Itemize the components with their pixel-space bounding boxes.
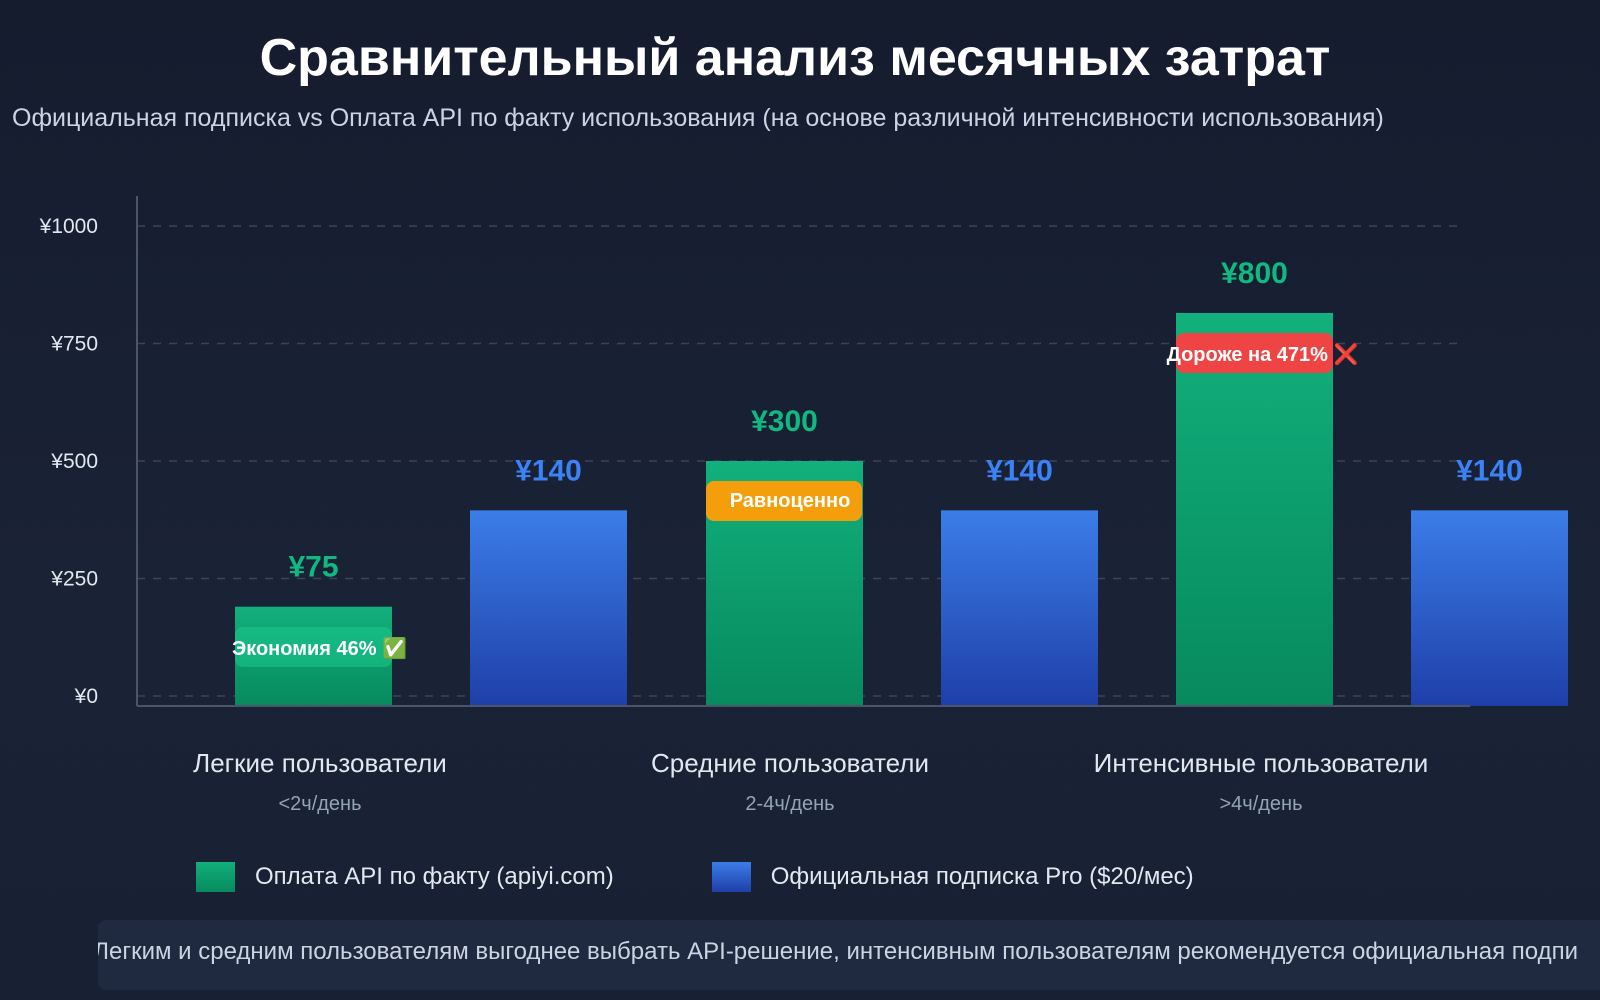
api-bar bbox=[1176, 312, 1333, 706]
data-label: ¥140 bbox=[515, 454, 582, 487]
annotation-badge: Равноценно bbox=[729, 490, 851, 512]
conclusion-text: я: Легким и средним пользователям выгодн… bbox=[98, 938, 1578, 965]
y-tick-label: ¥750 bbox=[50, 333, 98, 356]
y-tick-label: ¥500 bbox=[50, 450, 98, 473]
legend-label-subscription: Официальная подписка Pro ($20/мес) bbox=[770, 863, 1194, 890]
subscription-bar bbox=[1411, 510, 1568, 706]
subscription-bar bbox=[470, 510, 627, 706]
annotation-badge-bg bbox=[1176, 333, 1333, 373]
legend: Оплата API по факту (apiyi.com) Официаль… bbox=[196, 862, 1194, 892]
annotation-badge: Экономия 46% ✅ bbox=[231, 638, 408, 660]
legend-swatch-subscription bbox=[711, 862, 751, 892]
chart-subtitle: Официальная подписка vs Оплата API по фа… bbox=[12, 104, 1384, 132]
category-name: Средние пользователи bbox=[651, 748, 929, 778]
category-name: Интенсивные пользователи bbox=[1093, 748, 1429, 778]
category-label: Средние пользователи 2-4ч/день bbox=[651, 748, 929, 816]
category-label: Легкие пользователи <2ч/день bbox=[193, 748, 447, 816]
legend-label-api: Оплата API по факту (apiyi.com) bbox=[255, 863, 614, 890]
chart-title: Сравнительный анализ месячных затрат bbox=[259, 29, 1331, 87]
annotation-badge: Дороже на 471% ❌ bbox=[1166, 344, 1359, 366]
category-sublabel: >4ч/день bbox=[1219, 793, 1303, 815]
data-label: ¥140 bbox=[986, 454, 1053, 487]
data-label: ¥800 bbox=[1221, 257, 1288, 290]
data-label: ¥75 bbox=[288, 551, 338, 584]
category-label: Интенсивные пользователи >4ч/день bbox=[1094, 748, 1429, 816]
y-tick-label: ¥1000 bbox=[39, 215, 98, 238]
y-tick-label: ¥250 bbox=[50, 568, 98, 591]
subscription-bar bbox=[941, 510, 1098, 706]
annotation-badge-bg bbox=[706, 481, 862, 521]
data-label: ¥140 bbox=[1456, 454, 1523, 487]
category-sublabel: 2-4ч/день bbox=[745, 793, 835, 815]
category-name: Легкие пользователи bbox=[193, 748, 447, 778]
data-label: ¥300 bbox=[751, 405, 818, 438]
legend-swatch-api bbox=[196, 862, 235, 892]
conclusion-box: я: Легким и средним пользователям выгодн… bbox=[98, 920, 1600, 990]
annotation-badge-bg bbox=[235, 627, 392, 667]
y-tick-label: ¥0 bbox=[74, 685, 98, 708]
category-sublabel: <2ч/день bbox=[278, 793, 362, 815]
